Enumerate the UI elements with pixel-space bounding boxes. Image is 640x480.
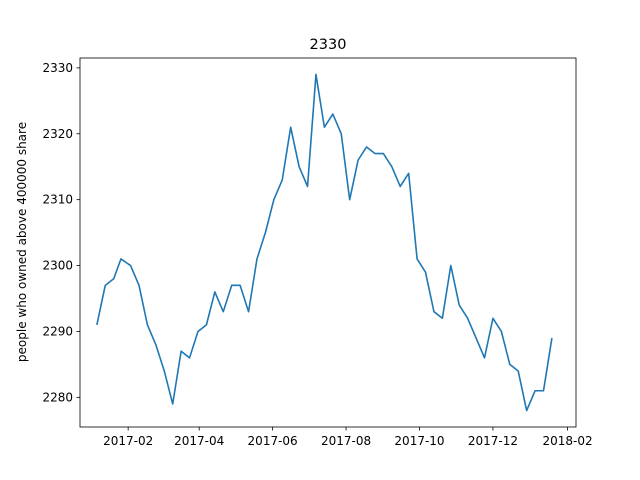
x-tick-label: 2017-10	[394, 434, 444, 448]
x-tick-label: 2017-06	[248, 434, 298, 448]
chart-title: 2330	[310, 37, 347, 53]
axes-frame	[79, 57, 577, 428]
y-tick-label: 2330	[42, 61, 73, 75]
y-axis: 2280 2290 2300 2310 2320 2330	[42, 61, 80, 404]
x-axis: 2017-02 2017-04 2017-06 2017-08 2017-10 2017-…	[103, 427, 593, 448]
y-tick-label: 2280	[42, 390, 73, 404]
x-tick-label: 2017-08	[321, 434, 371, 448]
x-tick-label: 2018-02	[543, 434, 593, 448]
series-line	[96, 73, 553, 412]
x-tick-label: 2017-12	[468, 434, 518, 448]
series-layer	[96, 73, 553, 412]
y-tick-label: 2300	[42, 259, 73, 273]
y-tick-label: 2320	[42, 127, 73, 141]
plot-area	[79, 57, 577, 428]
x-tick-label: 2017-04	[174, 434, 224, 448]
y-axis-label: people who owned above 400000 share	[15, 122, 29, 362]
y-tick-label: 2290	[42, 324, 73, 338]
x-tick-label: 2017-02	[103, 434, 153, 448]
y-tick-label: 2310	[42, 193, 73, 207]
